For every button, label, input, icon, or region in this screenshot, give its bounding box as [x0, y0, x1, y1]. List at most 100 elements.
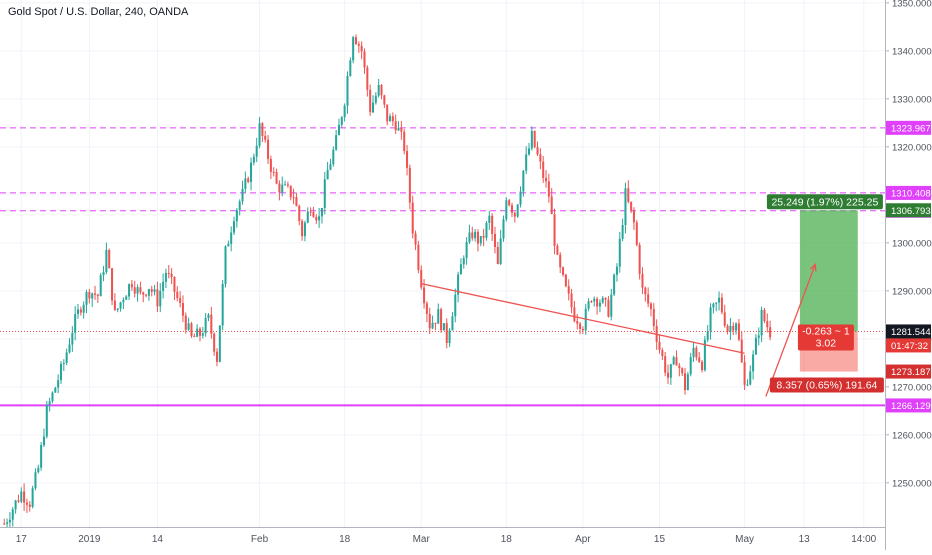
candle-body	[198, 328, 201, 336]
candle-body	[122, 299, 125, 303]
candle	[502, 215, 505, 242]
candle-body	[164, 272, 167, 282]
candle-body	[40, 445, 43, 468]
candle-body	[610, 294, 613, 317]
level-price-tag-bg	[886, 120, 931, 135]
candle	[391, 112, 394, 127]
candle-body	[292, 197, 295, 199]
candle	[204, 313, 207, 337]
candle-body	[278, 183, 281, 193]
candle-body	[573, 307, 576, 322]
candle	[17, 494, 20, 504]
candle-body	[542, 161, 545, 178]
candle	[57, 374, 60, 394]
candle-body	[641, 273, 644, 288]
profit-label: 25.249 (1.97%) 225.25	[766, 194, 883, 210]
candle-body	[613, 274, 616, 295]
y-tick-label: 1320.000	[892, 142, 932, 153]
x-tick-label: Apr	[575, 534, 591, 545]
candle	[201, 326, 204, 339]
candle-body	[258, 123, 261, 146]
candle-body	[570, 293, 573, 308]
candle-body	[145, 294, 148, 296]
candle-body	[315, 216, 318, 221]
candle-body	[536, 147, 539, 155]
candle	[587, 298, 590, 312]
candle-body	[510, 205, 514, 213]
candle-body	[267, 139, 270, 159]
candle-body	[488, 215, 491, 223]
candle	[45, 400, 48, 439]
candle-body	[91, 293, 94, 299]
level-price-tag-text: 1310.408	[891, 188, 931, 199]
candle-body	[167, 272, 170, 274]
candle	[411, 195, 414, 239]
current-price-tag-bg	[886, 324, 931, 339]
candle	[664, 351, 667, 377]
x-tick-label: 18	[339, 534, 351, 545]
candle	[150, 285, 153, 297]
y-tick-label: 1350.000	[892, 0, 932, 9]
candle-body	[329, 164, 332, 170]
x-tick-label: 15	[654, 534, 666, 545]
candle	[698, 351, 701, 364]
candle	[380, 84, 383, 100]
candle-body	[471, 232, 474, 239]
profit-label-text: 25.249 (1.97%) 225.25	[771, 196, 878, 208]
candle	[62, 359, 65, 372]
candle-body	[31, 488, 34, 507]
projection-arrow	[765, 264, 816, 397]
candle-body	[275, 171, 278, 184]
countdown-tag-bg	[886, 338, 931, 353]
candle	[190, 321, 193, 338]
candle-body	[689, 357, 692, 375]
candle	[689, 352, 692, 377]
stop-price-tag-bg	[886, 364, 931, 379]
candle	[176, 286, 179, 302]
candle	[658, 334, 661, 354]
candle-body	[604, 297, 607, 300]
candle	[255, 137, 258, 163]
candle-body	[465, 242, 468, 259]
candle	[215, 348, 219, 367]
candle	[159, 283, 162, 313]
candle-body	[326, 169, 329, 180]
candle-body	[389, 116, 392, 122]
candle	[133, 280, 136, 298]
candle	[649, 301, 653, 317]
candle	[406, 145, 409, 176]
countdown-tag: 01:47:32	[886, 338, 931, 353]
candle-body	[454, 294, 457, 317]
candle	[261, 122, 264, 143]
candle-body	[576, 321, 579, 324]
candle	[678, 362, 681, 377]
candle	[264, 130, 267, 143]
candle	[666, 364, 670, 385]
candle	[542, 155, 545, 183]
candle-body	[468, 232, 471, 243]
candle-body	[187, 323, 190, 330]
candle	[729, 318, 732, 340]
candle	[400, 120, 403, 140]
candle	[40, 442, 43, 471]
grid-lines	[0, 0, 885, 527]
candle	[119, 301, 122, 312]
candle	[621, 218, 624, 242]
candle	[37, 464, 40, 474]
candle	[545, 170, 548, 188]
candle	[23, 483, 26, 511]
candle	[513, 211, 516, 223]
candle	[752, 350, 755, 380]
candle-body	[204, 318, 207, 334]
candle-body	[244, 178, 247, 189]
candle	[556, 243, 559, 256]
pnl-label: -0.263 ~ 13.02	[797, 324, 854, 351]
candle	[94, 285, 97, 300]
candle	[510, 202, 514, 217]
x-tick-label: 2019	[78, 534, 101, 545]
candle-body	[562, 267, 565, 275]
candle	[505, 197, 508, 222]
candle	[11, 506, 14, 527]
